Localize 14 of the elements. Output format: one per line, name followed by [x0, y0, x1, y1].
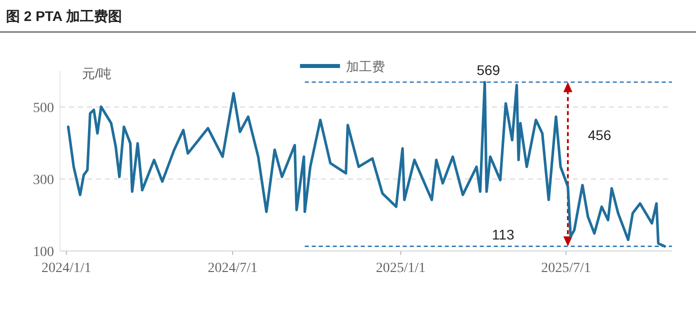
ref-line-label: 569	[476, 62, 500, 78]
legend-label: 加工费	[346, 59, 385, 74]
y-tick-label: 500	[33, 101, 54, 116]
y-tick-label: 100	[33, 245, 54, 260]
x-tick-label: 2024/1/1	[42, 261, 92, 276]
x-tick-label: 2025/1/1	[376, 261, 426, 276]
ref-line-label: 113	[492, 226, 514, 242]
y-tick-label: 300	[33, 173, 54, 188]
ref-line-label: 456	[588, 127, 612, 144]
line-series	[66, 80, 666, 248]
y-axis-title: 元/吨	[82, 66, 112, 81]
x-tick-label: 2024/7/1	[208, 261, 258, 276]
chart-title: 图 2 PTA 加工费图	[6, 8, 122, 24]
x-tick-label: 2025/7/1	[541, 261, 591, 276]
